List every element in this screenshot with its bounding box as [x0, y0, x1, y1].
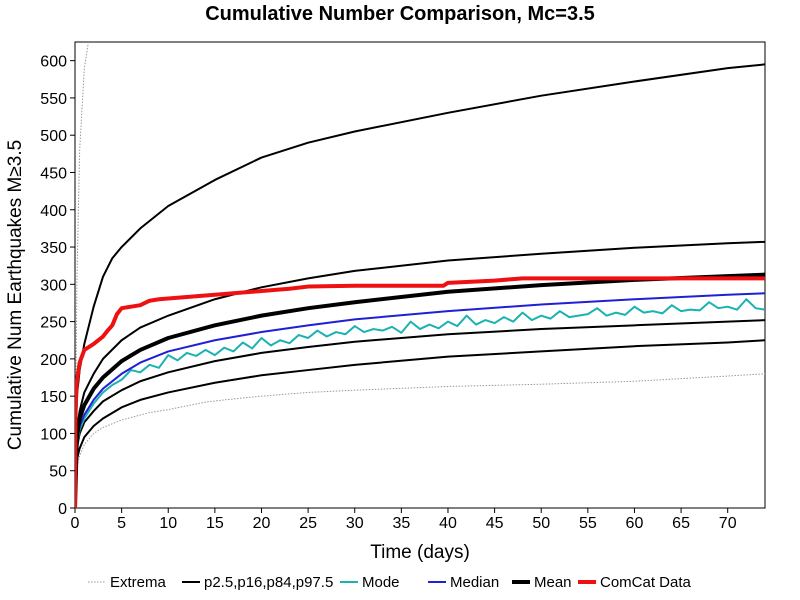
y-tick-label: 300: [40, 277, 67, 294]
legend-label-comcat-data: ComCat Data: [600, 574, 692, 591]
y-tick-label: 350: [40, 240, 67, 257]
x-tick-label: 35: [392, 515, 410, 532]
x-tick-label: 60: [626, 515, 644, 532]
x-tick-label: 45: [486, 515, 504, 532]
y-tick-label: 550: [40, 91, 67, 108]
x-tick-label: 25: [299, 515, 317, 532]
series-line-p16: [75, 319, 765, 508]
y-tick-label: 500: [40, 128, 67, 145]
x-tick-label: 70: [719, 515, 737, 532]
legend: Extrema p2.5,p16,p84,p97.5 Mode Median Mean C…: [88, 574, 692, 591]
series-line-p84: [75, 240, 765, 508]
legend-label-p2-5-p16-p84-p97-5: p2.5,p16,p84,p97.5: [204, 574, 333, 591]
ticks-layer: 0 5 10 15 20 25 30 35 40 45 50 55 60 65 70 0 50 100 150 200…: [40, 54, 736, 532]
x-tick-label: 65: [672, 515, 690, 532]
y-tick-label: 50: [49, 464, 67, 481]
legend-label-mode: Mode: [362, 574, 400, 591]
legend-label-median: Median: [450, 574, 499, 591]
y-axis-label: Cumulative Num Earthquakes M≥3.5: [5, 140, 26, 450]
chart-title: Cumulative Number Comparison, Mc=3.5: [205, 3, 595, 25]
x-tick-label: 15: [206, 515, 224, 532]
x-tick-label: 40: [439, 515, 457, 532]
legend-label-mean: Mean: [534, 574, 572, 591]
y-tick-label: 250: [40, 315, 67, 332]
y-tick-label: 150: [40, 389, 67, 406]
series-line-mode: [75, 298, 765, 508]
y-tick-label: 0: [58, 501, 67, 518]
x-tick-label: 30: [346, 515, 364, 532]
x-tick-label: 10: [159, 515, 177, 532]
y-tick-label: 100: [40, 426, 67, 443]
y-tick-label: 200: [40, 352, 67, 369]
x-tick-label: 5: [117, 515, 126, 532]
series-line-median: [75, 292, 765, 508]
x-tick-label: 55: [579, 515, 597, 532]
plot-area: [74, 41, 766, 509]
x-tick-label: 50: [532, 515, 550, 532]
series-line-comcat-data: [75, 276, 765, 508]
y-tick-label: 450: [40, 165, 67, 182]
series-line-p97-5: [75, 63, 765, 508]
legend-label-extrema: Extrema: [110, 574, 167, 591]
y-tick-label: 600: [40, 54, 67, 71]
x-tick-label: 20: [253, 515, 271, 532]
series-line-extrema: [75, 42, 89, 508]
series-line-p2-5: [75, 339, 765, 508]
x-axis-label: Time (days): [370, 542, 470, 563]
series-layer: [75, 42, 765, 508]
y-tick-label: 400: [40, 203, 67, 220]
series-line-mean: [75, 272, 765, 508]
x-tick-label: 0: [71, 515, 80, 532]
series-line-extrema: [75, 373, 765, 508]
